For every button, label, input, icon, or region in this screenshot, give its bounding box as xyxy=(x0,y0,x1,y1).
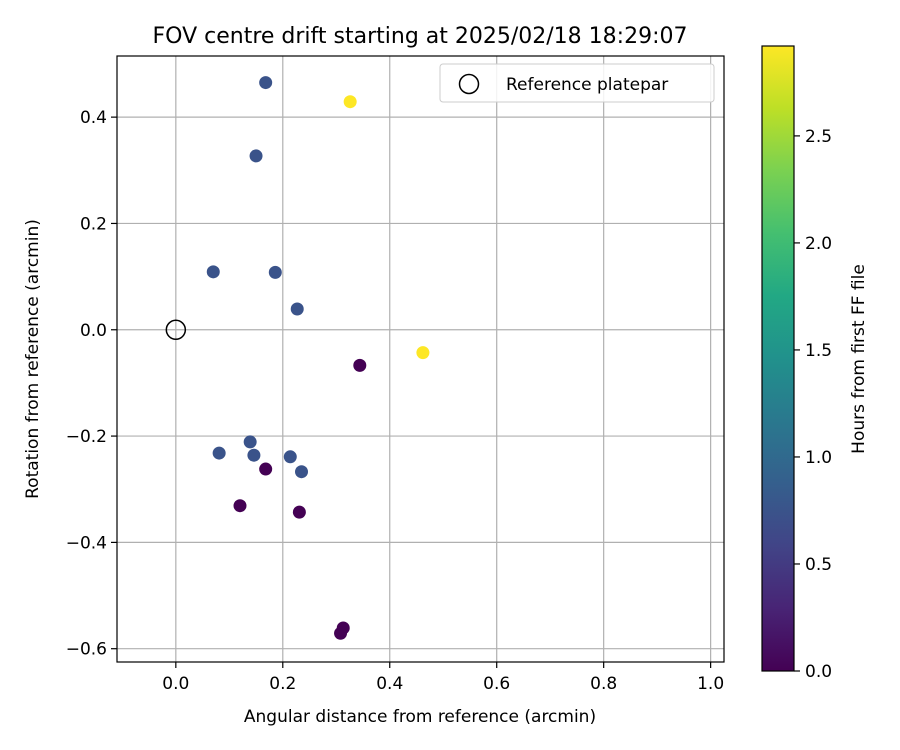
legend: Reference platepar xyxy=(439,63,715,103)
x-tick-label: 0.2 xyxy=(269,674,296,694)
data-point xyxy=(212,446,226,460)
colorbar-tick-label: 2.0 xyxy=(805,234,832,254)
chart-title: FOV centre drift starting at 2025/02/18 … xyxy=(153,24,688,49)
x-tick-label: 1.0 xyxy=(697,674,724,694)
x-tick-label: 0.4 xyxy=(376,674,403,694)
y-tick-label: 0.2 xyxy=(80,214,107,234)
data-point xyxy=(292,505,306,519)
colorbar-tick-label: 0.0 xyxy=(805,662,832,682)
x-tick-label: 0.6 xyxy=(483,674,510,694)
legend-marker-open-circle xyxy=(458,73,480,95)
data-point xyxy=(206,265,220,279)
y-tick-label: −0.6 xyxy=(66,640,107,660)
legend-box xyxy=(439,63,715,103)
x-axis-label: Angular distance from reference (arcmin) xyxy=(244,707,596,727)
data-point xyxy=(247,448,261,462)
reference-marker-group xyxy=(165,319,187,341)
data-point xyxy=(353,358,367,372)
x-tick-label: 0.0 xyxy=(162,674,189,694)
data-point xyxy=(343,95,357,109)
colorbar-fill xyxy=(762,46,794,671)
grid xyxy=(117,56,724,662)
colorbar-ticks: 0.0 0.5 1.0 1.5 2.0 2.5 xyxy=(794,127,832,682)
reference-marker xyxy=(165,319,187,341)
data-points xyxy=(206,76,430,640)
colorbar-tick-label: 0.5 xyxy=(805,555,832,575)
data-point xyxy=(243,435,257,449)
plot-frame xyxy=(116,55,725,663)
y-tick-label: 0.4 xyxy=(80,108,107,128)
data-point xyxy=(334,626,348,640)
x-axis-ticks: 0.0 0.2 0.4 0.6 0.8 1.0 xyxy=(162,662,724,694)
colorbar-tick-label: 1.0 xyxy=(805,448,832,468)
y-tick-label: −0.2 xyxy=(66,427,107,447)
colorbar-label: Hours from first FF file xyxy=(849,264,869,454)
data-point xyxy=(295,465,309,479)
colorbar: 0.0 0.5 1.0 1.5 2.0 2.5 Hours from first FF f… xyxy=(761,45,869,682)
data-point xyxy=(416,346,430,360)
data-point xyxy=(268,265,282,279)
colorbar-frame xyxy=(761,45,795,672)
colorbar-tick-label: 2.5 xyxy=(805,127,832,147)
data-point xyxy=(249,149,263,163)
legend-label: Reference platepar xyxy=(506,75,668,95)
y-axis-label: Rotation from reference (arcmin) xyxy=(23,219,43,499)
data-point xyxy=(259,76,273,90)
y-axis-ticks: −0.6 −0.4 −0.2 0.0 0.2 0.4 xyxy=(66,108,117,660)
data-point xyxy=(233,499,247,513)
data-point xyxy=(259,462,273,476)
y-tick-label: −0.4 xyxy=(66,533,107,553)
y-tick-label: 0.0 xyxy=(80,321,107,341)
x-tick-label: 0.8 xyxy=(590,674,617,694)
data-point xyxy=(283,450,297,464)
colorbar-tick-label: 1.5 xyxy=(805,341,832,361)
data-point xyxy=(290,302,304,316)
